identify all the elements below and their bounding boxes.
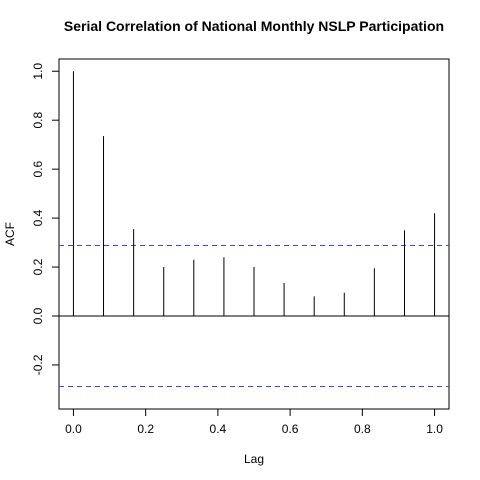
y-tick-label: 0.2	[31, 258, 45, 275]
x-tick-label: 0.2	[137, 422, 154, 436]
y-tick-label: 1.0	[31, 63, 45, 80]
plot-frame	[58, 58, 450, 410]
y-axis-label: ACF	[3, 222, 17, 246]
y-tick-label: 0.6	[31, 160, 45, 177]
y-tick-label: 0.8	[31, 112, 45, 129]
x-tick-label: 0.4	[210, 422, 227, 436]
x-axis: 0.0 0.2 0.4 0.6 0.8 1.0	[65, 409, 443, 436]
x-axis-label: Lag	[244, 452, 264, 466]
x-tick-label: 0.0	[65, 422, 82, 436]
y-tick-label: 0.4	[31, 209, 45, 226]
x-tick-label: 0.8	[354, 422, 371, 436]
acf-bars	[72, 71, 436, 316]
y-tick-label: -0.2	[31, 354, 45, 375]
x-tick-label: 1.0	[426, 422, 443, 436]
x-tick-label: 0.6	[282, 422, 299, 436]
chart-title: Serial Correlation of National Monthly N…	[64, 18, 444, 34]
y-tick-label: 0.0	[31, 307, 45, 324]
y-axis: -0.2 0.0 0.2 0.4 0.6 0.8 1.0	[31, 63, 59, 375]
